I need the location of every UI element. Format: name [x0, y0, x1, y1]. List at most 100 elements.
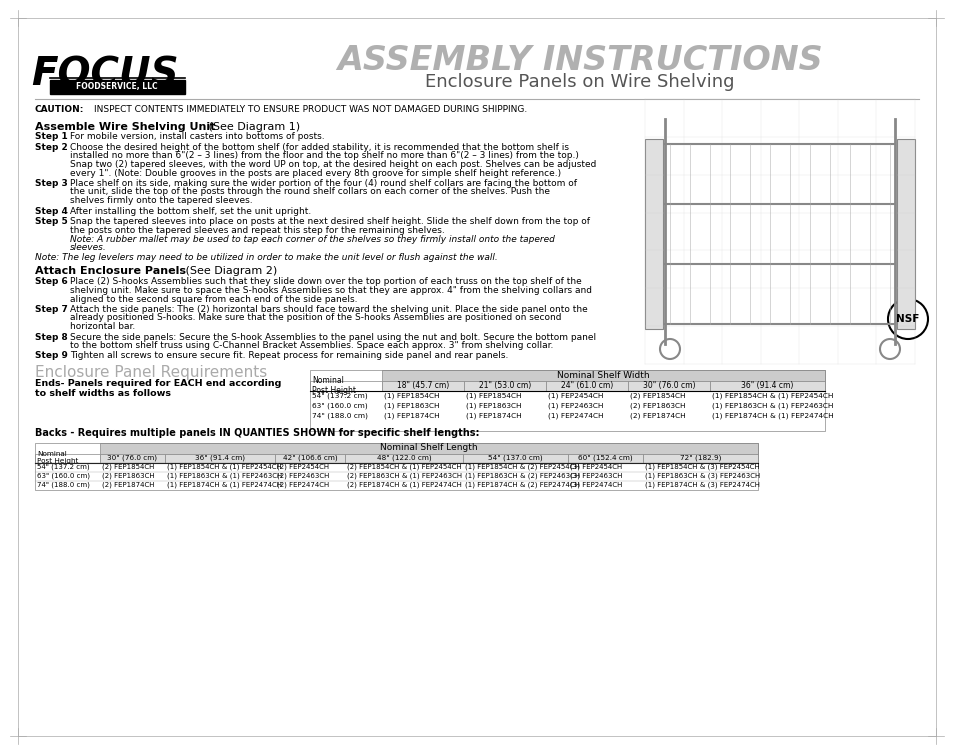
- Text: Step 1: Step 1: [35, 132, 68, 141]
- FancyBboxPatch shape: [310, 391, 381, 400]
- Text: (3) FEP2474CH: (3) FEP2474CH: [569, 482, 621, 489]
- Text: 72" (182.9): 72" (182.9): [679, 455, 720, 461]
- FancyBboxPatch shape: [274, 453, 345, 462]
- Text: (1) FEP1874CH & (2) FEP2474CH: (1) FEP1874CH & (2) FEP2474CH: [464, 482, 579, 489]
- Text: (1) FEP2454CH: (1) FEP2454CH: [547, 392, 602, 399]
- Text: Secure the side panels: Secure the S-hook Assemblies to the panel using the nut : Secure the side panels: Secure the S-hoo…: [70, 333, 596, 342]
- Text: Step 3: Step 3: [35, 179, 68, 188]
- Text: 21" (53.0 cm): 21" (53.0 cm): [478, 381, 531, 390]
- Text: Snap the tapered sleeves into place on posts at the next desired shelf height. S: Snap the tapered sleeves into place on p…: [70, 217, 589, 226]
- FancyBboxPatch shape: [545, 410, 627, 421]
- FancyBboxPatch shape: [627, 410, 709, 421]
- Text: (3) FEP2454CH: (3) FEP2454CH: [569, 464, 621, 470]
- Text: installed no more than 6"(2 – 3 lines) from the floor and the top shelf no more : installed no more than 6"(2 – 3 lines) f…: [70, 152, 578, 161]
- Text: (2) FEP1874CH: (2) FEP1874CH: [102, 482, 154, 489]
- Text: 63" (160.0 cm): 63" (160.0 cm): [37, 473, 90, 480]
- Text: FOODSERVICE, LLC: FOODSERVICE, LLC: [76, 82, 157, 91]
- Text: already positioned S-hooks. Make sure that the position of the S-hooks Assemblie: already positioned S-hooks. Make sure th…: [70, 314, 561, 323]
- Text: (2) FEP1854CH: (2) FEP1854CH: [629, 392, 685, 399]
- FancyBboxPatch shape: [644, 139, 662, 329]
- Text: 48" (122.0 cm): 48" (122.0 cm): [376, 455, 431, 461]
- Text: (1) FEP1863CH & (2) FEP2463CH: (1) FEP1863CH & (2) FEP2463CH: [464, 473, 579, 480]
- Text: Attach Enclosure Panels: Attach Enclosure Panels: [35, 265, 186, 275]
- Text: (1) FEP2474CH: (1) FEP2474CH: [547, 412, 603, 418]
- Text: sleeves.: sleeves.: [70, 243, 107, 252]
- FancyBboxPatch shape: [462, 453, 567, 462]
- Text: (1) FEP2463CH: (1) FEP2463CH: [547, 402, 602, 409]
- FancyBboxPatch shape: [100, 453, 165, 462]
- FancyBboxPatch shape: [627, 391, 709, 400]
- FancyBboxPatch shape: [381, 369, 824, 381]
- Text: NSF: NSF: [896, 314, 919, 324]
- FancyBboxPatch shape: [567, 453, 642, 462]
- FancyBboxPatch shape: [709, 400, 824, 410]
- Text: (2) FEP1854CH & (1) FEP2454CH: (2) FEP1854CH & (1) FEP2454CH: [347, 464, 461, 470]
- Text: (1) FEP1874CH: (1) FEP1874CH: [465, 412, 521, 418]
- Text: Nominal
Post Height: Nominal Post Height: [312, 375, 355, 395]
- Text: (See Diagram 1): (See Diagram 1): [205, 122, 300, 132]
- Text: (2) FEP2463CH: (2) FEP2463CH: [276, 473, 329, 480]
- Text: (1) FEP1874CH & (1) FEP2474CH: (1) FEP1874CH & (1) FEP2474CH: [711, 412, 833, 418]
- Text: Enclosure Panel Requirements: Enclosure Panel Requirements: [35, 366, 267, 381]
- FancyBboxPatch shape: [310, 400, 381, 410]
- Text: 30" (76.0 cm): 30" (76.0 cm): [642, 381, 695, 390]
- FancyBboxPatch shape: [896, 139, 914, 329]
- Text: (1) FEP1863CH & (1) FEP2463CH: (1) FEP1863CH & (1) FEP2463CH: [711, 402, 833, 409]
- Text: Step 7: Step 7: [35, 305, 68, 314]
- Text: FOCUS: FOCUS: [31, 55, 178, 93]
- Text: 74" (188.0 cm): 74" (188.0 cm): [312, 412, 368, 418]
- Text: every 1". (Note: Double grooves in the posts are placed every 8th groove for sim: every 1". (Note: Double grooves in the p…: [70, 168, 560, 177]
- Text: the posts onto the tapered sleeves and repeat this step for the remaining shelve: the posts onto the tapered sleeves and r…: [70, 226, 444, 235]
- Text: Note: The leg levelers may need to be utilized in order to make the unit level o: Note: The leg levelers may need to be ut…: [35, 253, 497, 262]
- FancyBboxPatch shape: [463, 400, 545, 410]
- Text: 54" (137.2 cm): 54" (137.2 cm): [312, 392, 367, 399]
- Text: (3) FEP2463CH: (3) FEP2463CH: [569, 473, 622, 480]
- Text: After installing the bottom shelf, set the unit upright.: After installing the bottom shelf, set t…: [70, 207, 311, 216]
- Text: to shelf widths as follows: to shelf widths as follows: [35, 388, 171, 397]
- Text: (1) FEP1874CH & (3) FEP2474CH: (1) FEP1874CH & (3) FEP2474CH: [644, 482, 760, 489]
- Text: Nominal Shelf Length: Nominal Shelf Length: [380, 443, 477, 452]
- FancyBboxPatch shape: [50, 80, 185, 94]
- FancyBboxPatch shape: [627, 381, 709, 391]
- Text: (1) FEP1854CH & (2) FEP2454CH: (1) FEP1854CH & (2) FEP2454CH: [464, 464, 579, 470]
- FancyBboxPatch shape: [381, 410, 463, 421]
- FancyBboxPatch shape: [165, 453, 274, 462]
- Text: (1) FEP1863CH & (3) FEP2463CH: (1) FEP1863CH & (3) FEP2463CH: [644, 473, 760, 480]
- Text: (1) FEP1863CH: (1) FEP1863CH: [465, 402, 521, 409]
- Text: Place (2) S-hooks Assemblies such that they slide down over the top portion of e: Place (2) S-hooks Assemblies such that t…: [70, 277, 581, 287]
- Text: 18" (45.7 cm): 18" (45.7 cm): [396, 381, 449, 390]
- Text: 63" (160.0 cm): 63" (160.0 cm): [312, 402, 367, 409]
- Text: 60" (152.4 cm): 60" (152.4 cm): [578, 455, 632, 461]
- Text: 54" (137.2 cm): 54" (137.2 cm): [37, 464, 90, 470]
- Text: Place shelf on its side, making sure the wider portion of the four (4) round she: Place shelf on its side, making sure the…: [70, 179, 577, 188]
- Text: 24" (61.0 cm): 24" (61.0 cm): [560, 381, 613, 390]
- Text: Step 5: Step 5: [35, 217, 68, 226]
- FancyBboxPatch shape: [463, 410, 545, 421]
- Text: Step 6: Step 6: [35, 277, 68, 287]
- Text: Choose the desired height of the bottom shelf (for added stability, it is recomm: Choose the desired height of the bottom …: [70, 143, 568, 152]
- Text: 42" (106.6 cm): 42" (106.6 cm): [282, 455, 337, 461]
- FancyBboxPatch shape: [381, 381, 463, 391]
- Text: Note: A rubber mallet may be used to tap each corner of the shelves so they firm: Note: A rubber mallet may be used to tap…: [70, 234, 555, 244]
- Text: INSPECT CONTENTS IMMEDIATELY TO ENSURE PRODUCT WAS NOT DAMAGED DURING SHIPPING.: INSPECT CONTENTS IMMEDIATELY TO ENSURE P…: [94, 105, 527, 114]
- Text: Step 2: Step 2: [35, 143, 68, 152]
- FancyBboxPatch shape: [709, 410, 824, 421]
- Text: (2) FEP1874CH: (2) FEP1874CH: [629, 412, 685, 418]
- Text: 30" (76.0 cm): 30" (76.0 cm): [108, 455, 157, 461]
- Text: to the bottom shelf truss using C-Channel Bracket Assemblies. Space each approx.: to the bottom shelf truss using C-Channe…: [70, 341, 553, 350]
- Text: (2) FEP2454CH: (2) FEP2454CH: [276, 464, 329, 470]
- FancyBboxPatch shape: [709, 381, 824, 391]
- FancyBboxPatch shape: [310, 381, 381, 391]
- Text: (1) FEP1854CH & (1) FEP2454CH: (1) FEP1854CH & (1) FEP2454CH: [711, 392, 833, 399]
- FancyBboxPatch shape: [545, 381, 627, 391]
- Text: (See Diagram 2): (See Diagram 2): [182, 265, 277, 275]
- Text: Tighten all screws to ensure secure fit. Repeat process for remaining side panel: Tighten all screws to ensure secure fit.…: [70, 351, 508, 360]
- FancyBboxPatch shape: [100, 443, 758, 453]
- FancyBboxPatch shape: [709, 391, 824, 400]
- FancyBboxPatch shape: [35, 453, 100, 462]
- Text: CAUTION:: CAUTION:: [35, 105, 84, 114]
- Text: (1) FEP1863CH: (1) FEP1863CH: [384, 402, 439, 409]
- Text: 54" (137.0 cm): 54" (137.0 cm): [488, 455, 542, 461]
- Text: Nominal Shelf Width: Nominal Shelf Width: [557, 370, 649, 379]
- Text: Step 9: Step 9: [35, 351, 68, 360]
